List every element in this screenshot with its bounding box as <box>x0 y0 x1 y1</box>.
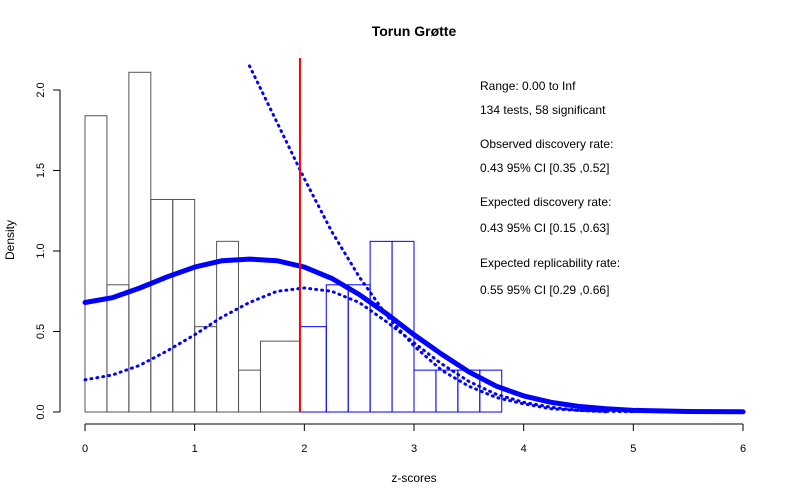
y-tick-label-3: 1.5 <box>35 163 47 178</box>
y-tick-label-1: 0.5 <box>35 324 47 339</box>
chart-title: Torun Grøtte <box>372 23 457 39</box>
sig-bar-5 <box>413 369 437 413</box>
x-tick-label-1: 1 <box>192 443 198 455</box>
annotation-line-2: Observed discovery rate: <box>480 137 613 151</box>
x-tick-label-5: 5 <box>630 443 636 455</box>
annotation-line-0: Range: 0.00 to Inf <box>480 79 576 93</box>
sig-bar-1 <box>325 284 349 413</box>
annotation-line-3: 0.43 95% CI [0.35 ,0.52] <box>480 161 609 175</box>
x-tick-label-4: 4 <box>521 443 527 455</box>
axes: 0 1 2 3 4 5 6 0.0 0.5 1.0 1.5 2.0 <box>35 82 746 455</box>
sig-bar-0 <box>299 326 327 413</box>
y-tick-label-0: 0.0 <box>35 404 47 419</box>
density-curve-1 <box>83 286 635 414</box>
x-axis-label: z-scores <box>391 471 436 485</box>
y-axis-label: Density <box>3 220 17 260</box>
annotation-block: Range: 0.00 to Inf 134 tests, 58 signific… <box>480 79 620 297</box>
sig-bar-3 <box>369 240 393 413</box>
annotation-line-1: 134 tests, 58 significant <box>480 103 606 117</box>
x-tick-label-2: 2 <box>301 443 307 455</box>
sig-bar-2 <box>347 284 371 413</box>
nonsig-bar-3 <box>150 198 174 413</box>
x-tick-label-3: 3 <box>411 443 417 455</box>
y-tick-label-4: 2.0 <box>35 82 47 97</box>
nonsig-bar-1 <box>106 284 130 413</box>
annotation-line-4: Expected discovery rate: <box>480 195 611 209</box>
nonsig-bar-5 <box>194 326 218 413</box>
annotation-line-6: Expected replicability rate: <box>480 256 620 270</box>
annotation-line-5: 0.43 95% CI [0.15 ,0.63] <box>480 221 609 235</box>
nonsig-bar-6 <box>216 240 240 413</box>
nonsig-bar-7 <box>238 369 261 413</box>
nonsig-bar-8 <box>259 340 301 413</box>
y-tick-label-2: 1.0 <box>35 243 47 258</box>
density-curves <box>82 64 746 415</box>
nonsig-bar-4 <box>172 198 196 413</box>
nonsig-bar-0 <box>84 115 108 413</box>
annotation-line-7: 0.55 95% CI [0.29 ,0.66] <box>480 283 609 297</box>
density-curve-2 <box>248 64 608 414</box>
x-tick-label-6: 6 <box>740 443 746 455</box>
x-tick-label-0: 0 <box>82 443 88 455</box>
sig-bar-4 <box>391 240 415 413</box>
